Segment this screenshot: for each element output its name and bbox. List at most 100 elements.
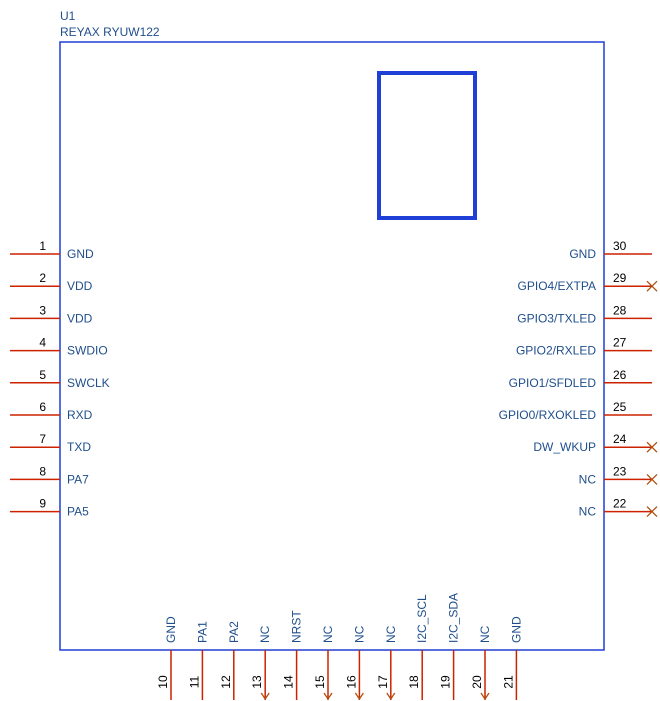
pin-16[interactable]: 16 NC bbox=[344, 625, 366, 701]
pin-21[interactable]: 21 GND bbox=[501, 616, 523, 700]
pin-1[interactable]: 1 GND bbox=[10, 239, 94, 261]
pin-9[interactable]: 9 PA5 bbox=[10, 497, 89, 519]
pin-number: 21 bbox=[501, 675, 515, 689]
pin-8[interactable]: 8 PA7 bbox=[10, 464, 89, 486]
no-connect-icon bbox=[646, 506, 658, 518]
component-designator: U1 bbox=[60, 9, 76, 23]
pin-29[interactable]: 29 GPIO4/EXTPA bbox=[518, 271, 658, 293]
pin-number: 11 bbox=[187, 675, 201, 688]
pin-19[interactable]: 19 I2C_SDA bbox=[439, 593, 461, 700]
pin-7[interactable]: 7 TXD bbox=[10, 432, 91, 454]
pin-number: 19 bbox=[439, 675, 453, 689]
pin-number: 4 bbox=[39, 336, 46, 350]
pin-label: GND bbox=[569, 247, 596, 261]
pin-number: 15 bbox=[313, 675, 327, 689]
pin-14[interactable]: 14 NRST bbox=[282, 610, 304, 700]
no-connect-icon bbox=[646, 441, 658, 453]
pin-4[interactable]: 4 SWDIO bbox=[10, 336, 108, 358]
pin-number: 17 bbox=[376, 675, 390, 689]
pin-number: 16 bbox=[344, 675, 358, 689]
pin-number: 9 bbox=[39, 497, 46, 511]
pin-number: 2 bbox=[39, 271, 46, 285]
pin-number: 6 bbox=[39, 400, 46, 414]
pin-number: 25 bbox=[613, 400, 627, 414]
pin-label: GND bbox=[67, 247, 94, 261]
pin-label: GND bbox=[509, 616, 523, 643]
pin-label: GPIO4/EXTPA bbox=[518, 279, 596, 293]
pin-number: 29 bbox=[613, 271, 627, 285]
pin-label: PA7 bbox=[67, 472, 89, 486]
no-connect-arrow-icon bbox=[354, 692, 364, 701]
pin-label: NC bbox=[384, 625, 398, 643]
pin-number: 24 bbox=[613, 432, 627, 446]
pin-label: I2C_SCL bbox=[415, 594, 429, 643]
pin-label: SWCLK bbox=[67, 376, 110, 390]
pin-number: 22 bbox=[613, 497, 627, 511]
pin-15[interactable]: 15 NC bbox=[313, 625, 335, 701]
no-connect-icon bbox=[646, 280, 658, 292]
pin-3[interactable]: 3 VDD bbox=[10, 303, 93, 325]
pin-label: NC bbox=[258, 625, 272, 643]
pin-number: 18 bbox=[407, 675, 421, 689]
pin-number: 12 bbox=[219, 675, 233, 689]
pin-17[interactable]: 17 NC bbox=[376, 625, 398, 701]
pin-label: NRST bbox=[290, 610, 304, 643]
antenna-area-outline bbox=[377, 71, 477, 220]
pin-label: DW_WKUP bbox=[533, 440, 596, 454]
pin-18[interactable]: 18 I2C_SCL bbox=[407, 594, 429, 700]
pin-label: GPIO1/SFDLED bbox=[509, 376, 597, 390]
pin-11[interactable]: 11 PA1 bbox=[187, 621, 209, 700]
pin-26[interactable]: 26 GPIO1/SFDLED bbox=[509, 368, 652, 390]
pin-24[interactable]: 24 DW_WKUP bbox=[533, 432, 658, 454]
pin-label: RXD bbox=[67, 408, 93, 422]
pin-number: 23 bbox=[613, 464, 627, 478]
bottom-pin-group: 10 GND 11 PA1 12 PA2 13 NC 14 NRST 15 NC 16 NC 17 NC 18 I… bbox=[156, 593, 523, 701]
component-body bbox=[59, 41, 605, 651]
pin-30[interactable]: 30 GND bbox=[569, 239, 652, 261]
pin-label: TXD bbox=[67, 440, 91, 454]
pin-number: 30 bbox=[613, 239, 627, 253]
no-connect-arrow-icon bbox=[260, 692, 270, 701]
component-part-name: REYAX RYUW122 bbox=[60, 25, 160, 39]
pin-number: 10 bbox=[156, 675, 170, 689]
pin-label: GPIO2/RXLED bbox=[516, 344, 596, 358]
pin-label: NC bbox=[478, 625, 492, 643]
pin-label: PA5 bbox=[67, 505, 89, 519]
pin-label: PA2 bbox=[227, 621, 241, 643]
pin-20[interactable]: 20 NC bbox=[470, 625, 492, 701]
pin-25[interactable]: 25 GPIO0/RXOKLED bbox=[499, 400, 652, 422]
pin-label: VDD bbox=[67, 279, 93, 293]
no-connect-arrow-icon bbox=[480, 692, 490, 701]
pin-number: 5 bbox=[39, 368, 46, 382]
pin-label: GND bbox=[164, 616, 178, 643]
pin-number: 3 bbox=[39, 303, 46, 317]
pin-label: PA1 bbox=[195, 621, 209, 643]
pin-number: 1 bbox=[39, 239, 46, 253]
pin-27[interactable]: 27 GPIO2/RXLED bbox=[516, 336, 652, 358]
pin-10[interactable]: 10 GND bbox=[156, 616, 178, 700]
pin-number: 14 bbox=[282, 675, 296, 689]
pin-23[interactable]: 23 NC bbox=[579, 464, 658, 486]
pin-12[interactable]: 12 PA2 bbox=[219, 621, 241, 700]
pin-number: 13 bbox=[250, 675, 264, 689]
pin-label: NC bbox=[579, 472, 597, 486]
pin-label: GPIO0/RXOKLED bbox=[499, 408, 597, 422]
pin-28[interactable]: 28 GPIO3/TXLED bbox=[517, 303, 652, 325]
pin-6[interactable]: 6 RXD bbox=[10, 400, 93, 422]
right-pin-group: 30 GND 29 GPIO4/EXTPA 28 GPIO3/TXLED 27 GPIO2/R… bbox=[499, 239, 658, 519]
pin-number: 28 bbox=[613, 303, 627, 317]
pin-label: NC bbox=[352, 625, 366, 643]
pin-22[interactable]: 22 NC bbox=[579, 497, 658, 519]
pin-label: GPIO3/TXLED bbox=[517, 311, 596, 325]
no-connect-arrow-icon bbox=[323, 692, 333, 701]
no-connect-icon bbox=[646, 473, 658, 485]
pin-number: 26 bbox=[613, 368, 627, 382]
pin-number: 27 bbox=[613, 336, 627, 350]
pin-number: 20 bbox=[470, 675, 484, 689]
pin-5[interactable]: 5 SWCLK bbox=[10, 368, 110, 390]
pin-number: 8 bbox=[39, 464, 46, 478]
pin-2[interactable]: 2 VDD bbox=[10, 271, 93, 293]
pin-13[interactable]: 13 NC bbox=[250, 625, 272, 701]
pin-label: NC bbox=[579, 505, 597, 519]
